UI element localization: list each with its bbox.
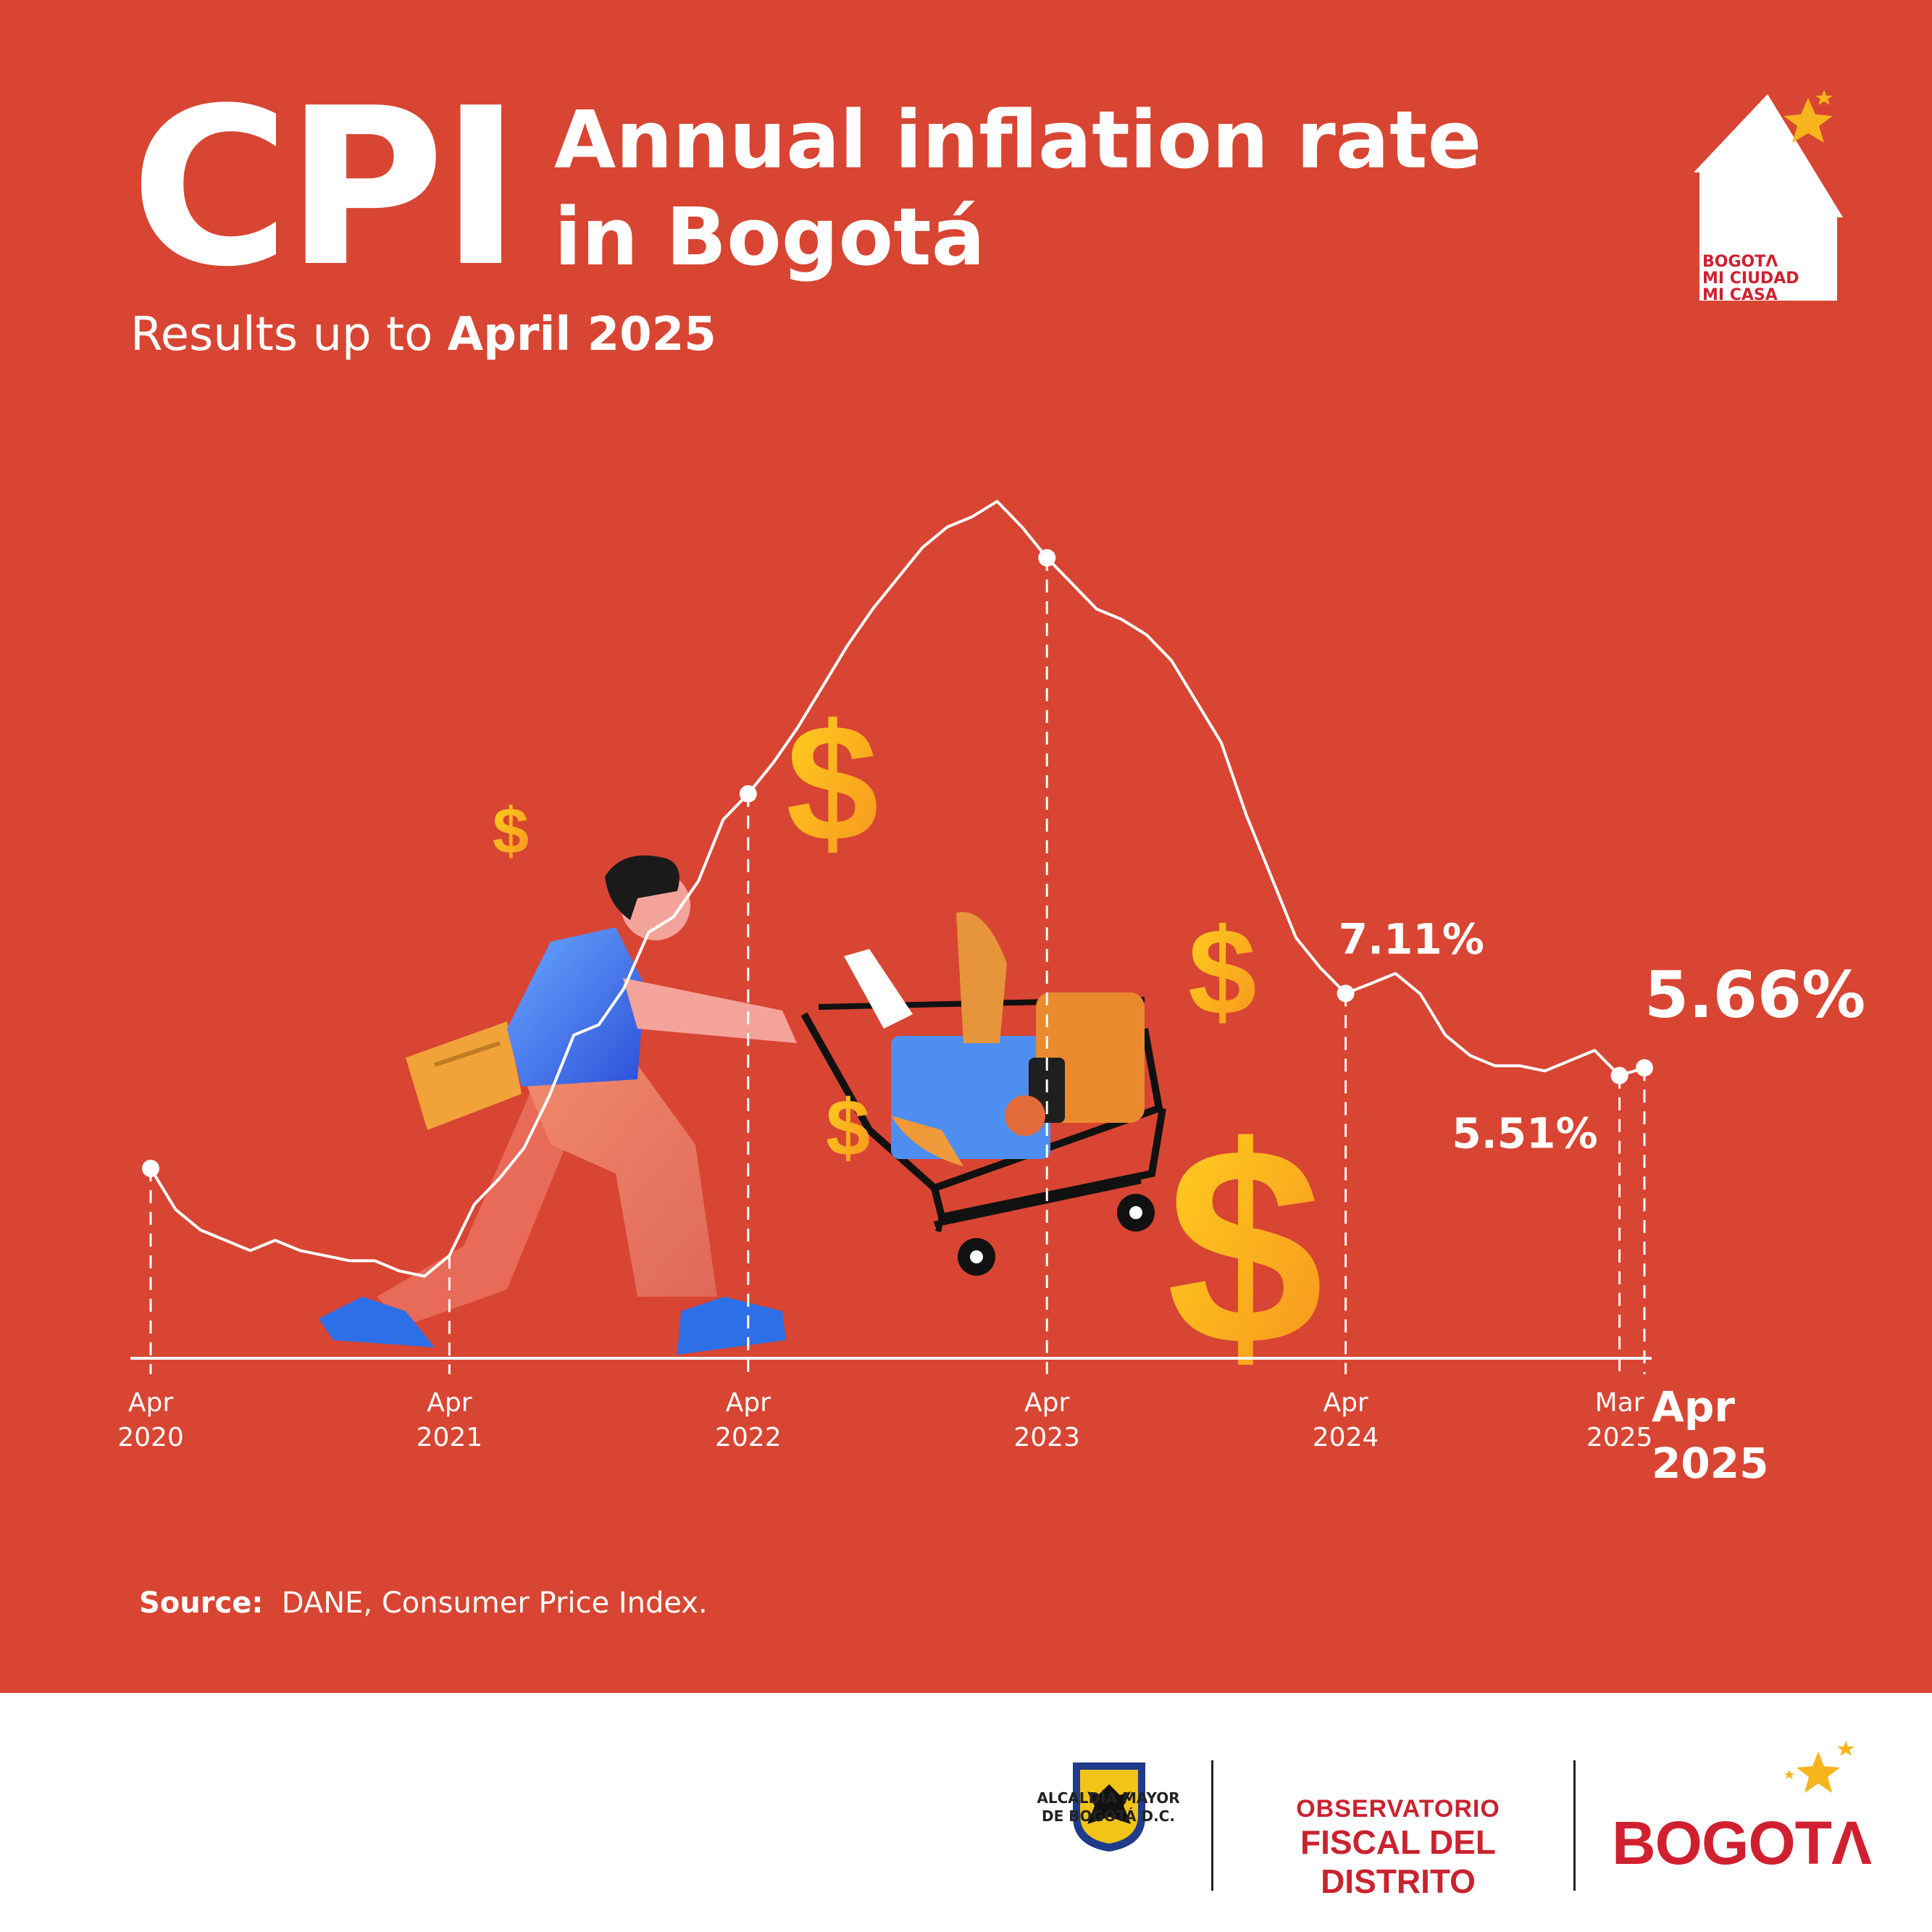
- x-tick-labels: Apr 2020 Apr 2021 Apr 2022 Apr 2023 Apr 2024 Mar 20…: [117, 1382, 1768, 1488]
- data-point-2025-03: [1610, 1066, 1628, 1084]
- x-tick-year-2025-03: 2025: [1586, 1423, 1653, 1452]
- source-label: Source:: [139, 1586, 264, 1620]
- data-label-2025-03: 5.51%: [1452, 1109, 1597, 1158]
- x-tick-year-2022-04: 2022: [715, 1423, 782, 1452]
- alcaldia-logo-text: ALCALDÍA MAYOR DE BOGOTÁ D.C.: [1036, 1789, 1181, 1826]
- dollar-icon-cart: $: [826, 1084, 870, 1173]
- x-tick-year-2020-04: 2020: [117, 1423, 184, 1452]
- footer-divider: [1211, 1760, 1213, 1891]
- x-tick-year-2021-04: 2021: [417, 1423, 483, 1452]
- dollar-icon-right: $: [1188, 903, 1257, 1041]
- title-line-1: Annual inflation rate: [554, 93, 1482, 186]
- data-point-2022-04: [739, 785, 757, 803]
- house-logo-line-3: MI CASA: [1702, 286, 1778, 305]
- house-logo: [1694, 90, 1843, 301]
- dollar-icon-medium: $: [786, 690, 879, 876]
- data-label-2025-04: 5.66%: [1644, 958, 1865, 1032]
- observatorio-line-2: FISCAL DEL DISTRITO: [1300, 1823, 1497, 1900]
- data-point-2024-04: [1337, 984, 1355, 1003]
- dollar-icon-small: $: [493, 795, 529, 868]
- alcaldia-line-2: DE BOGOTÁ D.C.: [1042, 1807, 1175, 1825]
- chart-canvas: $ $ $ $ $ 7.11% 5.51% 5.66% Apr 2020 Apr 2021…: [117, 90, 1866, 1488]
- house-logo-line-1: BOGOTΛ: [1702, 253, 1778, 271]
- title-line-2: in Bogotá: [554, 191, 985, 283]
- dollar-icon-large: $: [1166, 1088, 1323, 1404]
- house-logo-text: BOGOTΛ MI CIUDAD MI CASA: [1702, 254, 1799, 304]
- data-labels: 7.11% 5.51% 5.66%: [1339, 914, 1866, 1158]
- cpi-heading: CPI: [130, 62, 522, 314]
- source-text: DANE, Consumer Price Index.: [281, 1586, 708, 1620]
- highlighted-points: [142, 549, 1653, 1177]
- x-tick-label-2024-04: Apr: [1323, 1388, 1368, 1418]
- stars-icon: [1784, 1741, 1854, 1793]
- data-label-2024-04: 7.11%: [1339, 914, 1484, 963]
- subtitle: Results up to April 2025: [130, 311, 716, 358]
- data-point-2023-04: [1038, 549, 1056, 566]
- tick-guide-lines: [149, 558, 1646, 1374]
- x-tick-label-2023-04: Apr: [1024, 1388, 1069, 1418]
- x-tick-year-2025-04: 2025: [1652, 1439, 1768, 1488]
- data-point-2025-04: [1636, 1059, 1653, 1077]
- x-tick-label-2025-04: Apr: [1652, 1382, 1735, 1431]
- bogota-logo: BOGOTΛ: [1612, 1809, 1872, 1877]
- coat-of-arms-icon: [1073, 1762, 1145, 1852]
- x-tick-year-2023-04: 2023: [1013, 1423, 1080, 1452]
- data-point-2020-04: [142, 1159, 159, 1177]
- x-tick-year-2024-04: 2024: [1313, 1423, 1379, 1452]
- footer-divider: [1573, 1760, 1576, 1891]
- x-tick-label-2025-03: Mar: [1595, 1388, 1644, 1418]
- x-tick-label-2022-04: Apr: [726, 1388, 771, 1418]
- x-tick-label-2021-04: Apr: [427, 1388, 472, 1418]
- source-note: Source: DANE, Consumer Price Index.: [139, 1586, 708, 1620]
- shopper-illustration: [319, 855, 1166, 1355]
- alcaldia-line-1: ALCALDÍA MAYOR: [1037, 1789, 1180, 1807]
- series-line-inflation: [149, 500, 1646, 1278]
- house-logo-line-2: MI CIUDAD: [1702, 269, 1799, 288]
- observatorio-line-1: OBSERVATORIO: [1296, 1795, 1500, 1823]
- subtitle-date: April 2025: [447, 308, 716, 361]
- subtitle-prefix: Results up to: [130, 308, 448, 361]
- x-tick-label-2020-04: Apr: [128, 1388, 173, 1418]
- red-background: [0, 0, 1932, 1693]
